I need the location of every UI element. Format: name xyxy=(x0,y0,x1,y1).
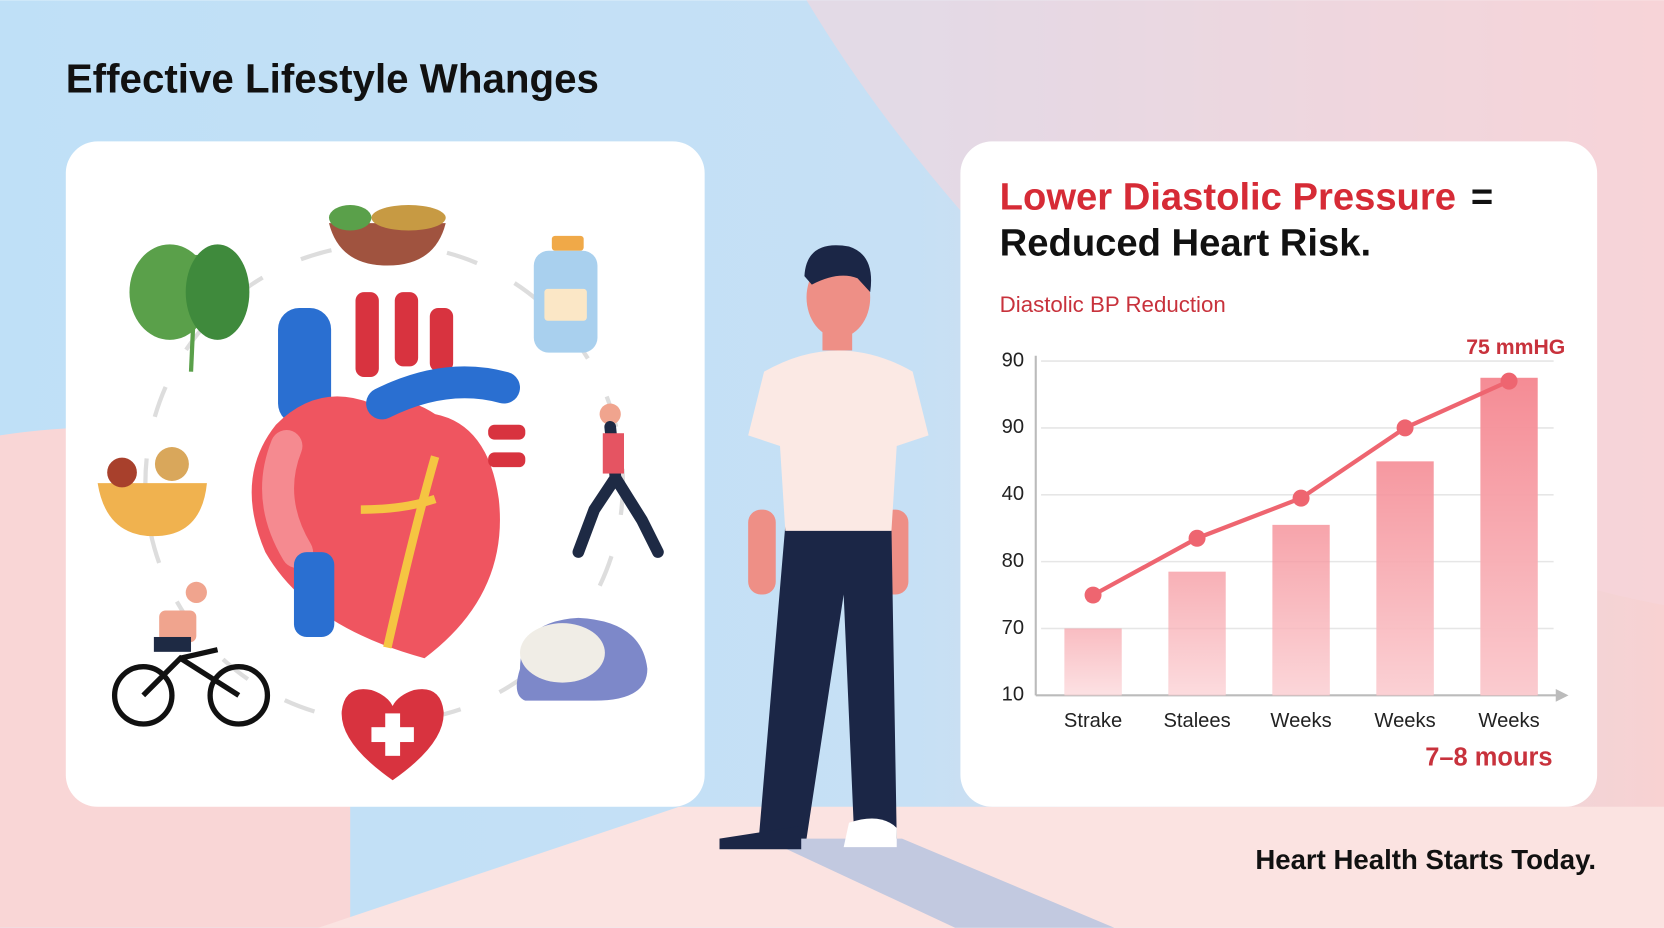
footer: Heart Health Starts Today. xyxy=(1255,844,1596,875)
bar-sheen xyxy=(1168,571,1226,696)
bar-sheen xyxy=(1376,461,1434,696)
y-tick-label: 70 xyxy=(1002,617,1024,639)
x-tick-label: Strake xyxy=(1064,710,1122,732)
y-tick-label: 80 xyxy=(1002,550,1024,572)
chart: 10 70 80 40 90 90 Strake Stalees Weeks Weeks Weeks xyxy=(1002,349,1569,732)
x-axis-arrow xyxy=(1555,688,1569,702)
trend-point xyxy=(1188,529,1206,547)
chart-annotation: 7–8 mours xyxy=(1425,744,1552,772)
person-illustration xyxy=(719,245,929,850)
trend-point xyxy=(1500,372,1518,390)
bar-sheen xyxy=(1272,524,1330,696)
heart-illustration xyxy=(251,292,526,659)
trend-point xyxy=(1084,586,1102,604)
bar-sheen xyxy=(1064,628,1122,696)
shadow xyxy=(764,838,1115,928)
x-tick-label: Weeks xyxy=(1374,710,1435,732)
x-tick-label: Weeks xyxy=(1478,710,1539,732)
y-tick-label: 90 xyxy=(1002,349,1024,371)
panel-title: Lower Diastolic Pressure = xyxy=(1000,176,1493,219)
bar-sheen xyxy=(1480,377,1538,696)
y-tick-label: 10 xyxy=(1002,684,1024,706)
page-title: Effective Lifestyle Whanges xyxy=(66,56,599,102)
trend-point xyxy=(1396,419,1414,437)
chart-annotation: 75 mmHG xyxy=(1466,336,1565,359)
x-tick-label: Weeks xyxy=(1270,710,1331,732)
floor xyxy=(318,806,1664,928)
panel-title-equals: = xyxy=(1471,176,1493,219)
y-tick-label: 90 xyxy=(1002,416,1024,438)
chart-subtitle: Diastolic BP Reduction xyxy=(1000,292,1226,317)
trend-point xyxy=(1292,489,1310,507)
panel-title-line2: Reduced Heart Risk. xyxy=(1000,221,1371,264)
panel-title-highlight: Lower Diastolic Pressure xyxy=(1000,176,1456,219)
y-tick-label: 40 xyxy=(1002,483,1024,505)
lifestyle-icons xyxy=(97,205,664,781)
x-tick-label: Stalees xyxy=(1163,710,1230,732)
